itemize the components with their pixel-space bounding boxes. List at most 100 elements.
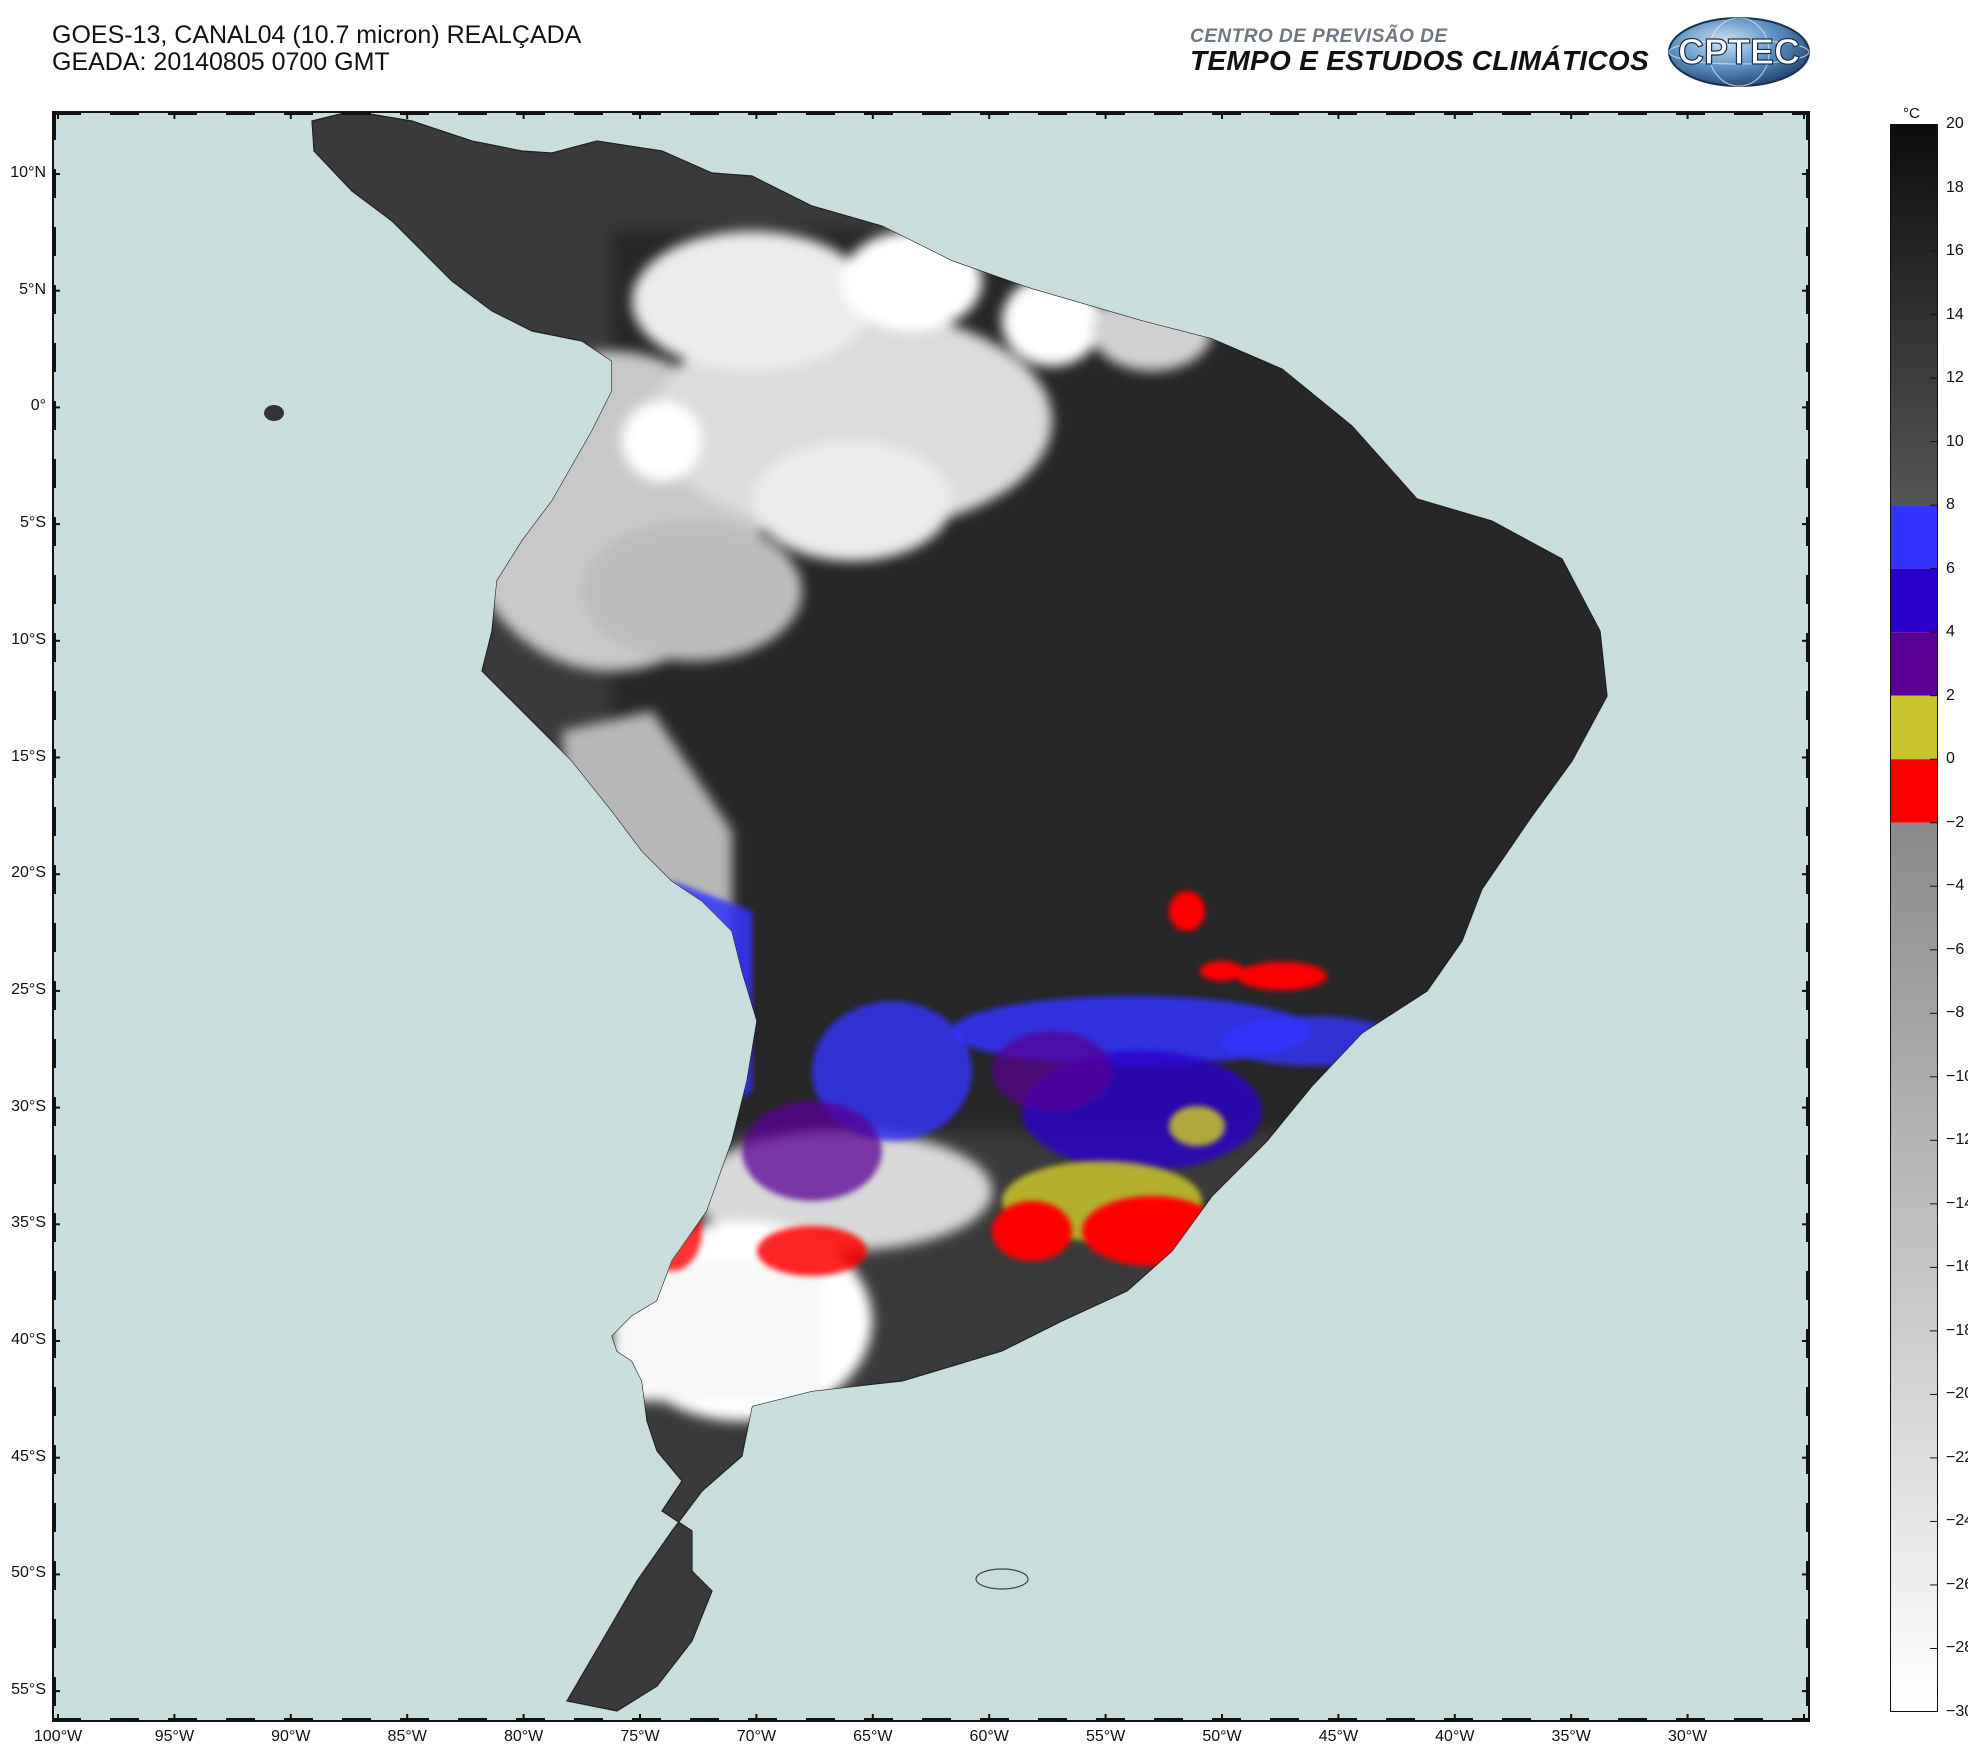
frame-segment <box>52 111 56 140</box>
frame-segment <box>52 865 56 894</box>
institution-name: TEMPO E ESTUDOS CLIMÁTICOS <box>1190 45 1649 76</box>
colorbar-label: 16 <box>1946 242 1964 260</box>
frame-segment <box>52 227 56 256</box>
frame-segment <box>342 111 371 115</box>
frame-segment <box>52 1329 56 1358</box>
frame-segment <box>400 1718 429 1722</box>
frame-segment <box>52 691 56 720</box>
frame-segment <box>52 1561 56 1590</box>
frame-segment <box>1444 1718 1473 1722</box>
frame-segment <box>1806 807 1810 836</box>
lat-label: 30°S <box>11 1097 46 1115</box>
lat-label: 10°S <box>11 630 46 648</box>
frame-segment <box>1096 1718 1125 1722</box>
colorbar-label: 6 <box>1946 559 1955 577</box>
frame-segment <box>1270 1718 1299 1722</box>
lon-label: 95°W <box>154 1728 195 1745</box>
frame-segment <box>1806 227 1810 256</box>
lat-label: 5°S <box>20 514 46 532</box>
frame-segment <box>1676 111 1705 115</box>
lat-label: 50°S <box>11 1564 46 1582</box>
frame-segment <box>52 1445 56 1474</box>
frame-segment <box>1806 633 1810 662</box>
frame-segment <box>1806 111 1810 140</box>
frame-segment <box>226 111 255 115</box>
frame-segment <box>1734 1718 1763 1722</box>
lon-label: 65°W <box>853 1728 893 1745</box>
frame-segment <box>52 343 56 372</box>
lon-label: 40°W <box>1435 1728 1475 1745</box>
frame-segment <box>1806 575 1810 604</box>
frame-segment <box>806 1718 835 1722</box>
colorbar-label: 0 <box>1946 750 1955 768</box>
frame-segment <box>284 111 313 115</box>
colorbar-label: −18 <box>1946 1321 1968 1339</box>
frame-segment <box>806 111 835 115</box>
lat-label: 10°N <box>10 164 46 181</box>
frame-segment <box>1806 1039 1810 1068</box>
lon-label: 60°W <box>969 1728 1009 1745</box>
frame-segment <box>1806 1677 1810 1706</box>
colorbar-band <box>1890 568 1938 633</box>
frame-segment <box>168 1718 197 1722</box>
frame-segment <box>52 1677 56 1706</box>
falkland-islands <box>975 1568 1029 1590</box>
frame-segment <box>1806 1097 1810 1126</box>
frame-segment <box>922 1718 951 1722</box>
frame-segment <box>52 1387 56 1416</box>
frame-segment <box>922 111 951 115</box>
frame-segment <box>632 1718 661 1722</box>
lon-label: 70°W <box>736 1728 777 1745</box>
frame-segment <box>52 1271 56 1300</box>
frame-segment <box>1560 1718 1589 1722</box>
satellite-map <box>52 111 1810 1722</box>
frame-segment <box>1806 1155 1810 1184</box>
frame-ticks <box>52 111 1810 1722</box>
frame-segment <box>52 1097 56 1126</box>
lat-label: 20°S <box>11 864 46 882</box>
product-title: GOES-13, CANAL04 (10.7 micron) REALÇADA … <box>52 22 581 76</box>
lat-label: 15°S <box>11 747 46 765</box>
frame-segment <box>1096 111 1125 115</box>
title-line-2: GEADA: 20140805 0700 GMT <box>52 48 390 76</box>
frame-segment <box>1806 1387 1810 1416</box>
lon-label: 30°W <box>1667 1728 1708 1745</box>
colorbar-label: −8 <box>1946 1004 1965 1022</box>
frame-segment <box>632 111 661 115</box>
frame-segment <box>52 807 56 836</box>
colorbar-label: −26 <box>1946 1575 1968 1593</box>
frame-segment <box>1676 1718 1705 1722</box>
lat-label: 5°N <box>19 280 46 298</box>
frame-segment <box>1038 111 1067 115</box>
frame-segment <box>52 459 56 488</box>
frame-segment <box>1212 111 1241 115</box>
frame-segment <box>52 1718 81 1722</box>
logo-text: CPTEC <box>1678 31 1800 72</box>
frame-segment <box>1806 517 1810 546</box>
lat-label: 35°S <box>11 1214 46 1232</box>
frame-segment <box>1154 1718 1183 1722</box>
frame-segment <box>980 111 1009 115</box>
frame-segment <box>52 1503 56 1532</box>
lon-label: 90°W <box>271 1728 311 1745</box>
frame-segment <box>690 111 719 115</box>
colorbar-label: −4 <box>1946 877 1965 895</box>
frame-segment <box>1444 111 1473 115</box>
colorbar-label: −24 <box>1946 1512 1968 1530</box>
frame-segment <box>748 1718 777 1722</box>
colorbar-band <box>1890 505 1938 569</box>
frame-segment <box>110 111 139 115</box>
lon-label: 50°W <box>1202 1728 1242 1745</box>
frame-segment <box>52 169 56 198</box>
lat-label: 45°S <box>11 1447 46 1465</box>
institution-subtitle: CENTRO DE PREVISÃO DE <box>1190 26 1448 47</box>
frame-segment <box>52 1619 56 1648</box>
frame-segment <box>1328 111 1357 115</box>
lon-label: 100°W <box>33 1728 83 1745</box>
frame-segment <box>1806 691 1810 720</box>
frame-segment <box>1806 923 1810 952</box>
frame-segment <box>52 575 56 604</box>
frame-segment <box>1806 285 1810 314</box>
frame-segment <box>458 1718 487 1722</box>
frame-segment <box>52 517 56 546</box>
